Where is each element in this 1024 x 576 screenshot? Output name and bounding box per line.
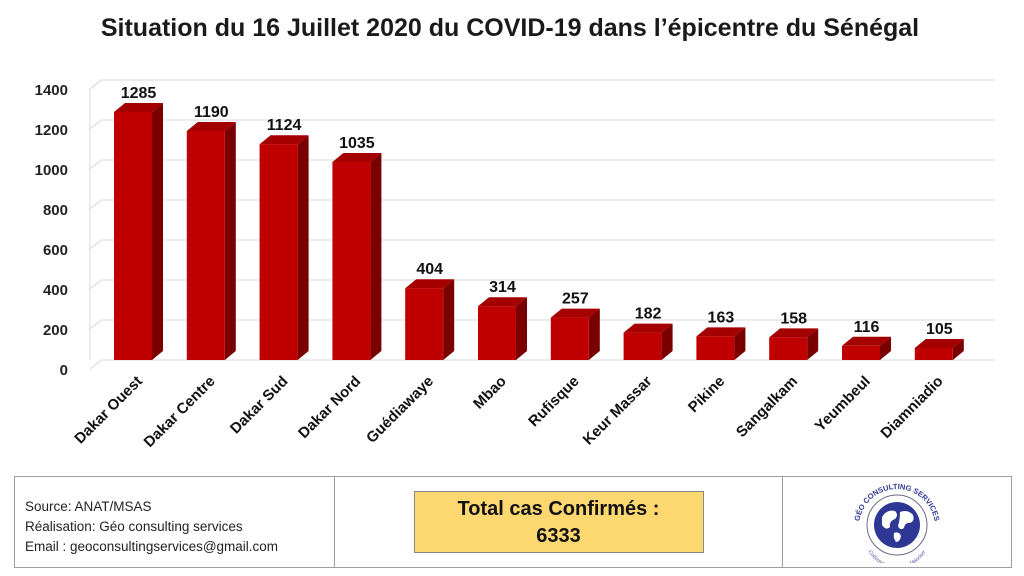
bar [332, 153, 382, 360]
bar-value-label: 1124 [267, 117, 302, 134]
y-tick-label: 200 [43, 322, 68, 339]
bar [259, 135, 309, 360]
x-category-label: Yeumbeul [812, 373, 874, 435]
bar-value-label: 105 [926, 321, 953, 338]
bars: 1285 1190 1124 1035 404 314 257 182 163 158 116 105 [114, 85, 964, 360]
chart-title: Situation du 16 Juillet 2020 du COVID-19… [100, 14, 920, 42]
gridline-depth [89, 319, 102, 330]
credits-block: Source: ANAT/MSAS Réalisation: Géo consu… [15, 477, 335, 567]
bar-value-label: 1285 [121, 85, 157, 102]
total-cell: Total cas Confirmés : 6333 [335, 477, 783, 567]
bar [914, 339, 964, 360]
total-box: Total cas Confirmés : 6333 [413, 491, 704, 553]
x-category-label: Rufisque [525, 373, 582, 430]
y-tick-label: 1400 [35, 82, 68, 99]
logo-cell: GÉO CONSULTING SERVICES Collecter, Analy… [783, 477, 1011, 567]
gridline-depth [89, 119, 102, 130]
y-axis: 0 200 400 600 800 1000 1200 1400 [35, 82, 68, 379]
bar [842, 336, 891, 360]
y-tick-label: 0 [60, 362, 68, 379]
bar [696, 327, 746, 360]
bar-chart: 0 200 400 600 800 1000 1200 1400 1285 1190 1124 10… [35, 79, 995, 451]
bar-value-label: 314 [489, 279, 516, 296]
x-category-label: Dakar Centre [141, 373, 219, 451]
y-tick-label: 800 [43, 202, 68, 219]
bar [550, 308, 600, 360]
bar-value-label: 158 [780, 310, 807, 327]
bar [769, 328, 819, 360]
gridline-depth [89, 199, 102, 210]
x-category-label: Guédiawaye [363, 373, 437, 447]
bar-value-label: 1190 [194, 104, 229, 121]
x-category-label: Dakar Ouest [71, 373, 146, 448]
gridlines [89, 79, 995, 370]
bar [405, 279, 455, 360]
gridline-depth [89, 279, 102, 290]
y-tick-label: 1200 [35, 122, 68, 139]
x-category-label: Keur Massar [580, 373, 656, 449]
x-category-label: Sangalkam [733, 373, 801, 441]
total-label: Total cas Confirmés : [457, 498, 660, 520]
y-tick-label: 400 [43, 282, 68, 299]
bar-value-label: 257 [562, 291, 589, 308]
realisation-text: Réalisation: Géo consulting services [25, 519, 243, 534]
bar-value-label: 1035 [339, 135, 375, 152]
x-category-label: Diamniadio [877, 373, 946, 442]
email-text: Email : geoconsultingservices@gmail.com [25, 539, 279, 554]
geo-consulting-logo: GÉO CONSULTING SERVICES Collecter, Analy… [852, 482, 941, 563]
x-category-label: Mbao [470, 373, 510, 413]
footer-panel: Source: ANAT/MSAS Réalisation: Géo consu… [14, 476, 1012, 568]
y-tick-label: 600 [43, 242, 68, 259]
y-tick-label: 1000 [35, 162, 68, 179]
bar-value-label: 163 [708, 309, 735, 326]
x-category-label: Pikine [685, 373, 728, 416]
gridline-depth [89, 239, 102, 250]
bar-value-label: 116 [854, 319, 880, 336]
bar-value-label: 182 [635, 306, 662, 323]
x-category-label: Dakar Nord [295, 373, 364, 442]
gridline-depth [89, 79, 102, 90]
bar [623, 323, 673, 360]
bar [186, 122, 236, 360]
gridline-depth [89, 359, 102, 370]
total-value: 6333 [536, 525, 581, 547]
bar-value-label: 404 [416, 261, 443, 278]
x-category-label: Dakar Sud [227, 373, 291, 437]
gridline-depth [89, 159, 102, 170]
bar [114, 103, 163, 360]
bar [478, 297, 527, 360]
source-text: Source: ANAT/MSAS [25, 499, 152, 514]
